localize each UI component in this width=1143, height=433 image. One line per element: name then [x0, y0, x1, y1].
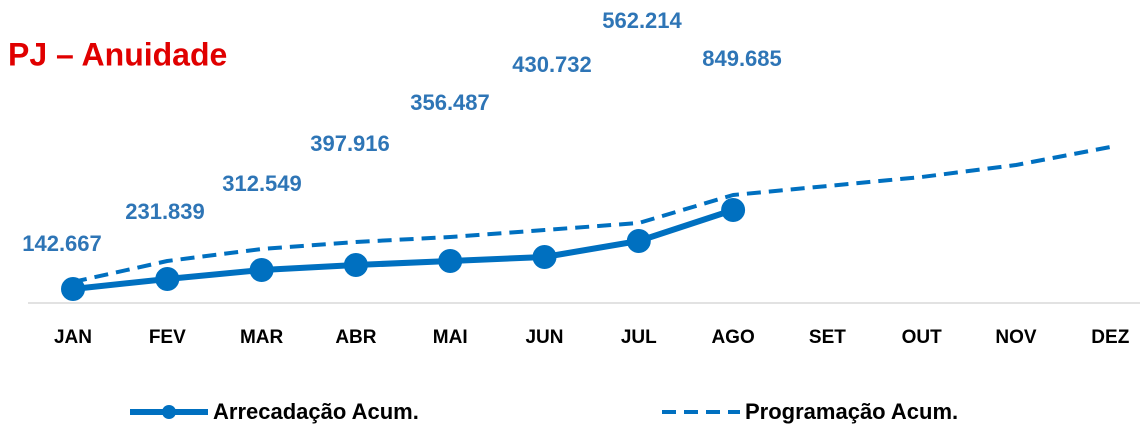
legend-label: Arrecadação Acum.	[213, 399, 419, 424]
data-label: 562.214	[602, 8, 682, 33]
data-label: 142.667	[22, 231, 102, 256]
x-tick-label: AGO	[711, 327, 754, 348]
x-tick-label: MAR	[240, 327, 284, 348]
x-tick-label: OUT	[902, 327, 943, 348]
legend-marker	[162, 405, 176, 419]
series-line	[72, 207, 735, 292]
x-tick-label: ABR	[335, 327, 376, 348]
x-tick-label: NOV	[995, 327, 1037, 348]
marker	[721, 198, 746, 222]
x-tick-label: MAI	[433, 327, 468, 348]
chart-title: PJ – Anuidade	[8, 36, 227, 72]
marker	[626, 229, 651, 253]
data-label: 356.487	[410, 90, 490, 115]
marker	[249, 258, 274, 282]
x-tick-label: SET	[809, 327, 846, 348]
x-tick-label: FEV	[149, 327, 186, 348]
data-label: 231.839	[125, 199, 205, 224]
marker	[155, 267, 180, 291]
marker	[438, 249, 463, 273]
x-tick-label: JAN	[54, 327, 92, 348]
data-label: 397.916	[310, 131, 390, 156]
x-tick-label: DEZ	[1091, 327, 1129, 348]
data-label: 430.732	[512, 52, 592, 77]
legend-label: Programação Acum.	[745, 399, 958, 424]
marker	[532, 245, 557, 269]
series-line	[72, 145, 1111, 284]
x-tick-label: JUL	[621, 327, 657, 348]
marker	[61, 277, 85, 301]
data-label: 312.549	[222, 171, 302, 196]
marker	[343, 253, 368, 277]
data-label: 849.685	[702, 46, 782, 71]
x-tick-label: JUN	[525, 327, 563, 348]
